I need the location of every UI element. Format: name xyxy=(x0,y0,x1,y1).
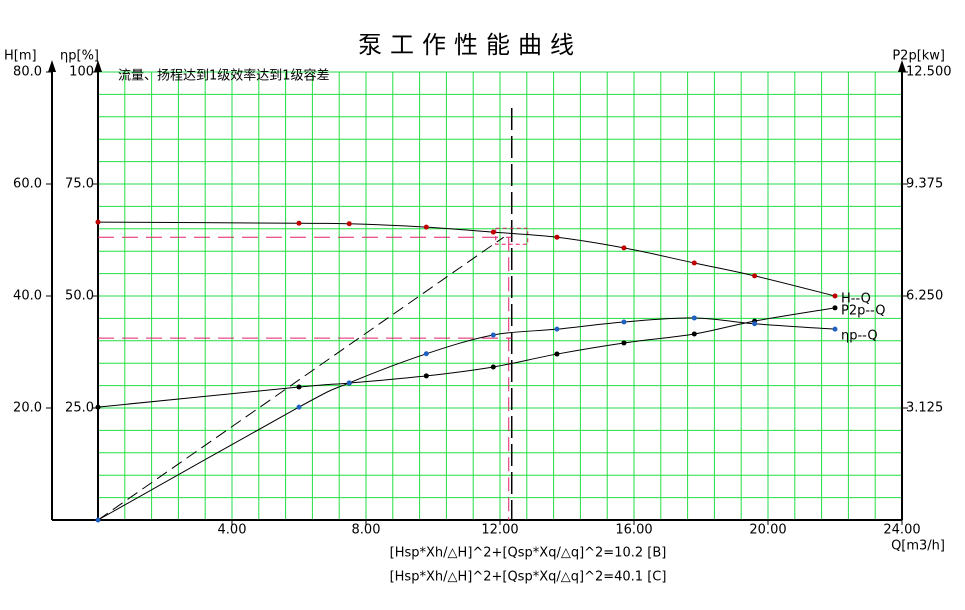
data-point xyxy=(691,331,697,337)
duty-box xyxy=(495,227,529,245)
y3-tick-label: 100 xyxy=(69,65,94,80)
data-point xyxy=(423,224,429,230)
y3-tick-label: 75.0 xyxy=(65,177,94,192)
formula: [Hsp*Xh/△H]^2+[Qsp*Xq/△q]^2=10.2 [B] xyxy=(390,546,667,561)
y-tick-label: 80.0 xyxy=(13,65,42,80)
axis-arrow xyxy=(898,60,906,72)
y3-tick-label: 25.0 xyxy=(65,401,94,416)
data-point xyxy=(296,404,302,410)
data-point xyxy=(554,351,560,357)
curve-label: ηp--Q xyxy=(841,329,878,344)
data-point xyxy=(621,340,627,346)
data-point xyxy=(296,220,302,226)
data-point xyxy=(346,380,352,386)
system-curve xyxy=(97,236,505,521)
data-point xyxy=(832,293,838,299)
y3-tick-label: 50.0 xyxy=(65,289,94,304)
data-point xyxy=(346,221,352,227)
axis-arrow xyxy=(94,60,102,72)
data-point xyxy=(95,404,101,410)
x-tick-label: 20.00 xyxy=(749,523,786,538)
curve-label: H--Q xyxy=(841,292,871,307)
axis-arrow xyxy=(48,60,56,72)
data-point xyxy=(752,273,758,279)
y2-tick-label: 3.125 xyxy=(906,401,943,416)
x-tick-label: 8.00 xyxy=(352,523,381,538)
y2-tick-label: 6.250 xyxy=(906,289,943,304)
y-tick-label: 40.0 xyxy=(13,289,42,304)
annotation: 流量、扬程达到1级效率达到1级容差 xyxy=(118,68,330,84)
data-point xyxy=(691,260,697,266)
data-point xyxy=(490,364,496,370)
data-point xyxy=(490,332,496,338)
data-point xyxy=(691,315,697,321)
y2-axis-label: P2p[kw] xyxy=(892,49,945,64)
formula: [Hsp*Xh/△H]^2+[Qsp*Xq/△q]^2=40.1 [C] xyxy=(390,570,667,585)
grid xyxy=(98,71,902,520)
y-tick-label: 20.0 xyxy=(13,401,42,416)
data-point xyxy=(490,229,496,235)
curve-label: P2p--Q xyxy=(841,303,885,318)
chart-title: 泵工作性能曲线 xyxy=(358,31,582,59)
data-point xyxy=(621,319,627,325)
y-tick-label: 60.0 xyxy=(13,177,42,192)
y3-axis-label: ηp[%] xyxy=(60,49,99,64)
data-point xyxy=(752,321,758,327)
data-point xyxy=(296,384,302,390)
x-tick-label: 24.00 xyxy=(883,523,920,538)
y2-tick-label: 12.500 xyxy=(906,65,952,80)
y2-tick-label: 9.375 xyxy=(906,177,943,192)
data-point xyxy=(832,326,838,332)
x-tick-label: 4.00 xyxy=(218,523,247,538)
x-tick-label: 12.00 xyxy=(481,523,518,538)
data-point xyxy=(95,517,101,523)
data-point xyxy=(554,326,560,332)
data-point xyxy=(423,351,429,357)
data-point xyxy=(95,219,101,225)
x-axis-label: Q[m3/h] xyxy=(891,539,945,554)
y-axis-label: H[m] xyxy=(4,49,37,64)
x-tick-label: 16.00 xyxy=(615,523,652,538)
data-point xyxy=(423,373,429,379)
data-point xyxy=(621,245,627,251)
data-point xyxy=(832,305,838,311)
data-point xyxy=(554,234,560,240)
